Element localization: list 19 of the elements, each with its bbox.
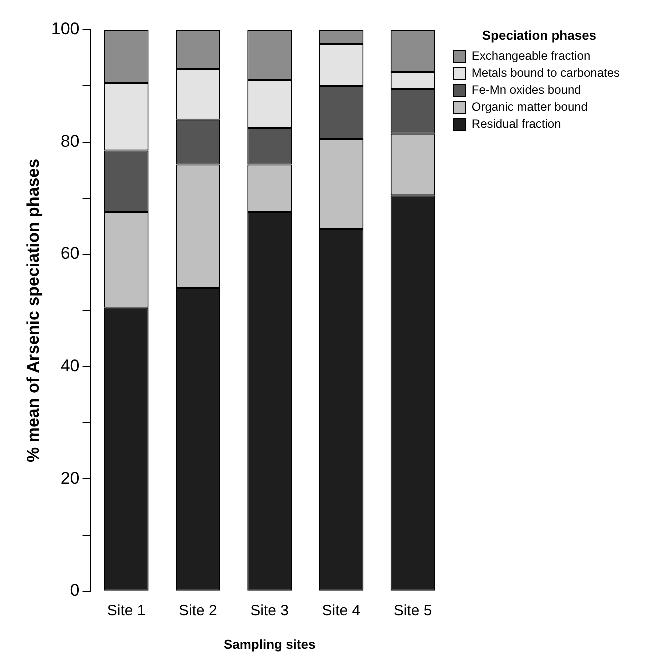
legend-label: Residual fraction	[472, 116, 562, 131]
y-tick-label: 40	[60, 356, 80, 376]
x-tick-label: Site 4	[322, 602, 361, 620]
legend-label: Metals bound to carbonates	[472, 66, 620, 80]
y-tick-label: 60	[60, 244, 80, 264]
x-tick-label: Site 2	[179, 602, 218, 620]
x-axis-title: Sampling sites	[224, 636, 316, 652]
x-tick-label: Site 5	[394, 602, 432, 620]
y-axis-title: % mean of Arsenic speciation phases	[24, 158, 43, 462]
legend-title: Speciation phases	[482, 28, 597, 44]
legend-label: Exchangeable fraction	[472, 48, 591, 63]
x-tick-label: Site 1	[107, 602, 146, 620]
y-tick-label: 0	[70, 581, 80, 600]
y-tick-label: 100	[51, 20, 80, 39]
legend-label: Fe-Mn oxides bound	[472, 82, 582, 97]
y-tick-label: 80	[60, 132, 80, 151]
y-tick-label: 20	[60, 468, 80, 488]
x-tick-label: Site 3	[250, 602, 290, 620]
legend-label: Organic matter bound	[472, 100, 588, 114]
